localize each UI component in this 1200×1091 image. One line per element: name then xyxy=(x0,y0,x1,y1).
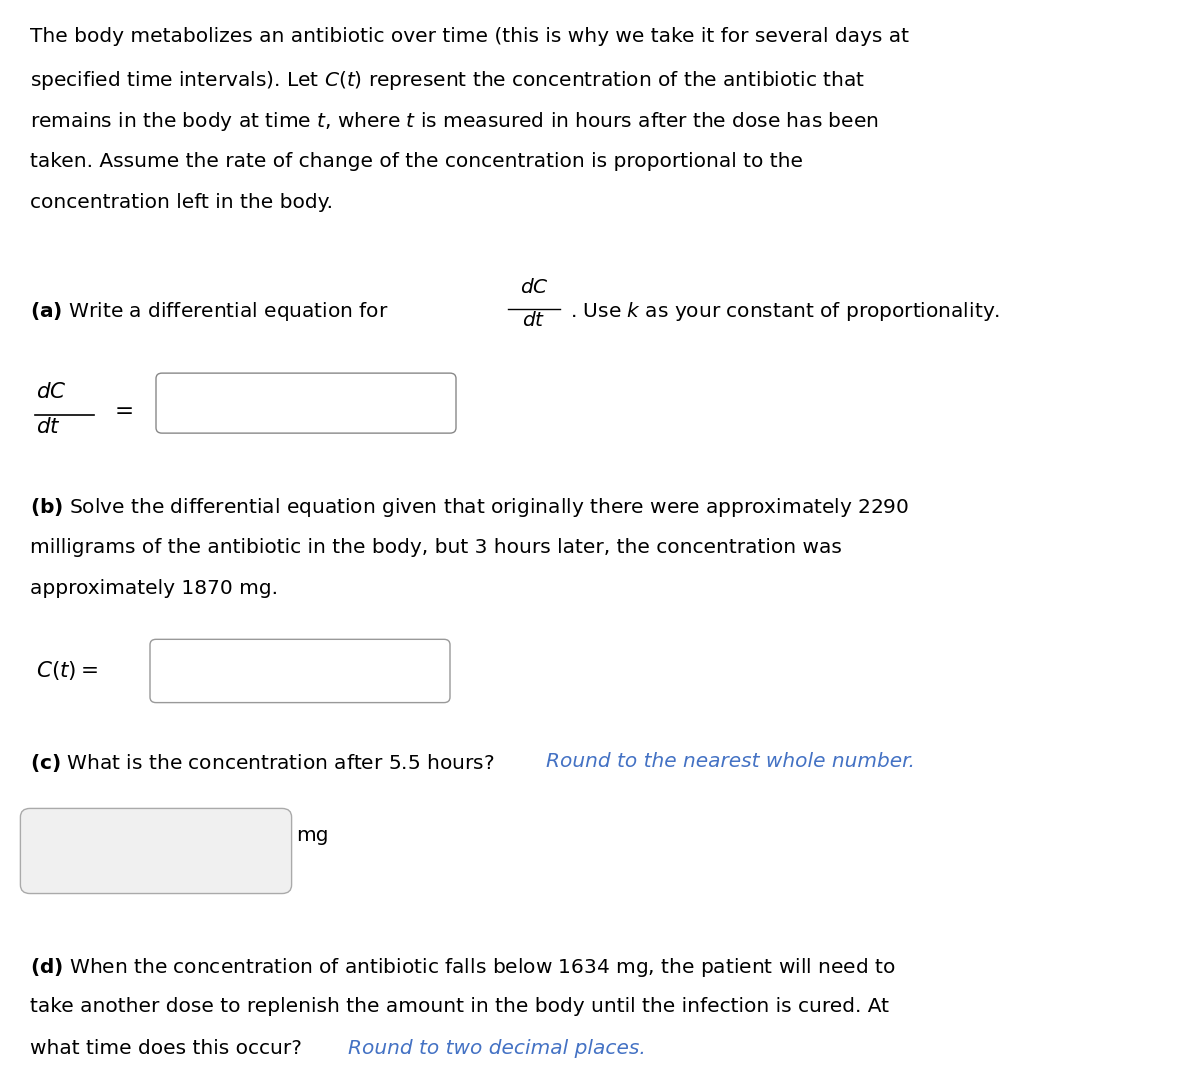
Text: . Use $k$ as your constant of proportionality.: . Use $k$ as your constant of proportion… xyxy=(570,300,1001,323)
Text: $\mathbf{(c)}$ What is the concentration after 5.5 hours?: $\mathbf{(c)}$ What is the concentration… xyxy=(30,752,496,774)
Text: $dC$: $dC$ xyxy=(36,382,66,401)
Text: taken. Assume the rate of change of the concentration is proportional to the: taken. Assume the rate of change of the … xyxy=(30,152,803,170)
Text: milligrams of the antibiotic in the body, but 3 hours later, the concentration w: milligrams of the antibiotic in the body… xyxy=(30,538,842,556)
FancyBboxPatch shape xyxy=(156,373,456,433)
Text: $\mathbf{(a)}$ Write a differential equation for: $\mathbf{(a)}$ Write a differential equa… xyxy=(30,300,389,323)
FancyBboxPatch shape xyxy=(150,639,450,703)
Text: The body metabolizes an antibiotic over time (this is why we take it for several: The body metabolizes an antibiotic over … xyxy=(30,27,910,46)
Text: mg: mg xyxy=(296,826,329,844)
Text: $\mathbf{(b)}$ Solve the differential equation given that originally there were : $\mathbf{(b)}$ Solve the differential eq… xyxy=(30,496,910,519)
Text: $C(t) =$: $C(t) =$ xyxy=(36,659,98,682)
Text: remains in the body at time $t$, where $t$ is measured in hours after the dose h: remains in the body at time $t$, where $… xyxy=(30,110,878,133)
Text: approximately 1870 mg.: approximately 1870 mg. xyxy=(30,579,278,598)
Text: Round to two decimal places.: Round to two decimal places. xyxy=(348,1039,646,1057)
Text: specified time intervals). Let $C(t)$ represent the concentration of the antibio: specified time intervals). Let $C(t)$ re… xyxy=(30,69,865,92)
Text: $dt$: $dt$ xyxy=(36,417,61,436)
Text: $dC$: $dC$ xyxy=(520,278,548,297)
Text: Round to the nearest whole number.: Round to the nearest whole number. xyxy=(546,752,914,770)
Text: concentration left in the body.: concentration left in the body. xyxy=(30,193,334,212)
Text: $=$: $=$ xyxy=(110,398,133,421)
Text: what time does this occur?: what time does this occur? xyxy=(30,1039,308,1057)
Text: $dt$: $dt$ xyxy=(522,311,546,329)
FancyBboxPatch shape xyxy=(20,808,292,894)
Text: take another dose to replenish the amount in the body until the infection is cur: take another dose to replenish the amoun… xyxy=(30,997,889,1016)
Text: $\mathbf{(d)}$ When the concentration of antibiotic falls below 1634 mg, the pat: $\mathbf{(d)}$ When the concentration of… xyxy=(30,956,895,979)
